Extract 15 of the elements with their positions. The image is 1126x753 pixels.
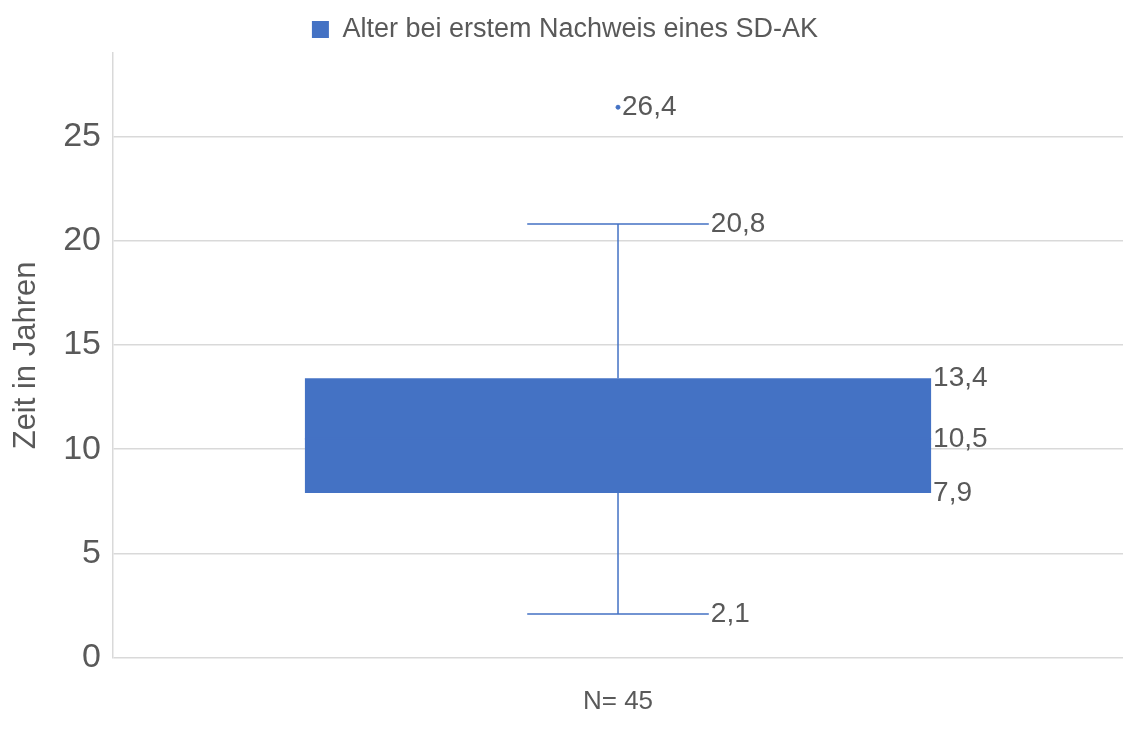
annotation: 13,4: [933, 361, 988, 393]
legend-label: Alter bei erstem Nachweis eines SD-AK: [342, 12, 819, 43]
y-tick-label: 0: [82, 636, 102, 675]
y-tick-label: 25: [63, 114, 102, 153]
x-tick-label: N= 45: [582, 684, 654, 715]
y-axis-title: Zeit in Jahren: [7, 261, 43, 450]
annotation: 7,9: [933, 475, 973, 507]
y-tick-label: 10: [63, 427, 102, 466]
annotation: 2,1: [710, 596, 750, 628]
annotation: 26,4: [622, 89, 677, 121]
annotation: 10,5: [933, 421, 988, 453]
y-tick-label: 5: [82, 531, 102, 570]
y-tick-label: 15: [63, 323, 102, 362]
annotation: 20,8: [710, 206, 766, 238]
y-tick-label: 20: [63, 219, 102, 258]
